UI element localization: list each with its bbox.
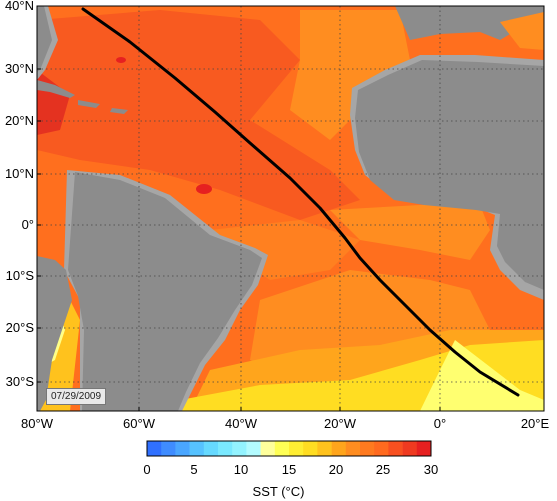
colorbar-swatch: [189, 441, 205, 456]
lon-label-20w: 20°W: [324, 416, 356, 431]
map-canvas: [37, 6, 544, 411]
colorbar-label-15: 15: [281, 462, 297, 477]
colorbar-swatch: [289, 441, 304, 456]
colorbar-swatch: [345, 441, 361, 456]
colorbar-label-0: 0: [143, 462, 151, 477]
lat-label-20s: 20°S: [5, 320, 34, 335]
lon-label-0: 0°: [433, 416, 447, 431]
colorbar-swatch: [260, 441, 276, 456]
north-america-land: [37, 6, 52, 72]
sst-band-gulf-of-guinea: [330, 205, 490, 260]
colorbar: [147, 441, 432, 456]
colorbar-swatch: [360, 441, 375, 456]
iberia-warm-sea: [500, 12, 544, 50]
south-america-land: [68, 172, 262, 411]
colorbar-swatch: [388, 441, 403, 456]
colorbar-swatch: [402, 441, 418, 456]
colorbar-swatch: [274, 441, 290, 456]
colorbar-title: SST (°C): [252, 484, 305, 499]
colorbar-label-5: 5: [190, 462, 198, 477]
lon-label-60w: 60°W: [123, 416, 155, 431]
map-frame: [36, 5, 545, 412]
graticule: [37, 6, 544, 411]
sst-band-northeast-moderate: [290, 10, 410, 140]
lat-label-10s: 10°S: [5, 268, 34, 283]
colorbar-swatch: [232, 441, 247, 456]
colorbar-swatch: [147, 441, 162, 456]
colorbar-swatch: [218, 441, 233, 456]
colorbar-swatch: [416, 441, 432, 456]
tick-marks: [37, 68, 441, 411]
colorbar-label-10: 10: [233, 462, 249, 477]
sst-hotspot-caribbean: [196, 184, 212, 194]
colorbar-label-20: 20: [328, 462, 344, 477]
europe-land: [395, 6, 544, 40]
africa-land: [355, 60, 544, 290]
lat-label-20n: 20°N: [4, 113, 34, 128]
lat-label-0: 0°: [21, 217, 34, 232]
date-stamp: 07/29/2009: [46, 388, 107, 405]
lon-label-80w: 80°W: [21, 416, 53, 431]
colorbar-frame: [146, 440, 432, 457]
west-south-america-land: [37, 256, 72, 411]
colorbar-label-30: 30: [423, 462, 439, 477]
lat-label-40n: 40°N: [4, 0, 34, 13]
lat-label-10n: 10°N: [4, 166, 34, 181]
colorbar-swatch: [175, 441, 190, 456]
colorbar-label-25: 25: [375, 462, 391, 477]
caribbean-islands: [37, 80, 128, 114]
lon-label-20e: 20°E: [520, 416, 550, 431]
lat-label-30s: 30°S: [5, 374, 34, 389]
colorbar-swatch: [161, 441, 176, 456]
colorbar-swatch: [303, 441, 318, 456]
ship-track-line: [81, 7, 520, 397]
colorbar-swatch: [317, 441, 332, 456]
lat-label-30n: 30°N: [4, 61, 34, 76]
colorbar-swatch: [331, 441, 347, 456]
colorbar-swatch: [246, 441, 261, 456]
lon-label-40w: 40°W: [225, 416, 257, 431]
colorbar-swatch: [374, 441, 389, 456]
sst-hotspot-north-atlantic: [116, 57, 126, 63]
colorbar-swatch: [203, 441, 219, 456]
